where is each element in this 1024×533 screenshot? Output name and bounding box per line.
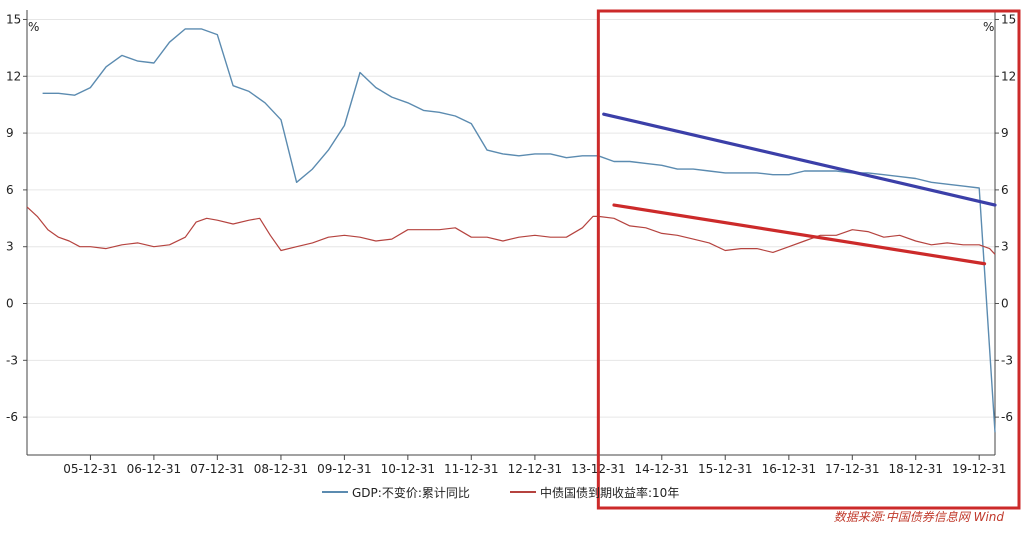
y-tick-label-left: -3 <box>6 353 18 367</box>
x-tick-label: 12-12-31 <box>508 462 562 476</box>
y-tick-label-left: 0 <box>6 297 14 311</box>
x-tick-label: 14-12-31 <box>635 462 689 476</box>
trend-line-bond-yield <box>612 203 987 266</box>
axes: % % 15 15 12 12 9 9 6 6 3 3 0 0 -3 -3 -6 -6 05-12-31 06-1… <box>6 10 1016 476</box>
x-tick-label: 06-12-31 <box>127 462 181 476</box>
gridlines <box>27 18 995 418</box>
trend-line-gdp <box>602 112 997 207</box>
annotations <box>596 9 1021 510</box>
x-tick-label: 08-12-31 <box>254 462 308 476</box>
y-tick-label-right: -6 <box>1001 410 1013 424</box>
y-tick-label-right: 15 <box>1001 12 1016 26</box>
x-tick-label: 16-12-31 <box>762 462 816 476</box>
y-tick-label-left: 9 <box>6 126 14 140</box>
y-tick-label-right: 0 <box>1001 297 1009 311</box>
legend-label-bond: 中债国债到期收益率:10年 <box>540 485 679 500</box>
legend-label-gdp: GDP:不变价:累计同比 <box>352 485 470 500</box>
highlight-box <box>596 9 1021 510</box>
y-tick-label-right: 6 <box>1001 183 1009 197</box>
y-tick-label-left: 15 <box>6 12 21 26</box>
series-line-gdp <box>42 28 996 433</box>
series-lines <box>26 28 996 433</box>
legend: GDP:不变价:累计同比 中债国债到期收益率:10年 <box>322 485 679 500</box>
y-tick-label-left: 6 <box>6 183 14 197</box>
y-tick-label-left: 12 <box>6 69 21 83</box>
x-tick-label: 09-12-31 <box>317 462 371 476</box>
x-tick-label: 17-12-31 <box>825 462 879 476</box>
y-tick-label-left: -6 <box>6 410 18 424</box>
x-tick-label: 19-12-31 <box>952 462 1006 476</box>
y-tick-label-right: 3 <box>1001 240 1009 254</box>
y-unit-left: % <box>28 20 39 34</box>
y-tick-label-right: 9 <box>1001 126 1009 140</box>
source-note: 数据来源:中国债券信息网 Wind <box>834 510 1005 524</box>
y-unit-right: % <box>983 20 994 34</box>
series-line-bond-yield <box>26 206 996 255</box>
y-tick-label-right: -3 <box>1001 353 1013 367</box>
x-tick-label: 05-12-31 <box>63 462 117 476</box>
x-tick-label: 18-12-31 <box>889 462 943 476</box>
y-tick-label-right: 12 <box>1001 69 1016 83</box>
y-tick-label-left: 3 <box>6 240 14 254</box>
x-tick-label: 10-12-31 <box>381 462 435 476</box>
x-tick-label: 11-12-31 <box>444 462 498 476</box>
x-tick-label: 15-12-31 <box>698 462 752 476</box>
x-tick-label: 07-12-31 <box>190 462 244 476</box>
